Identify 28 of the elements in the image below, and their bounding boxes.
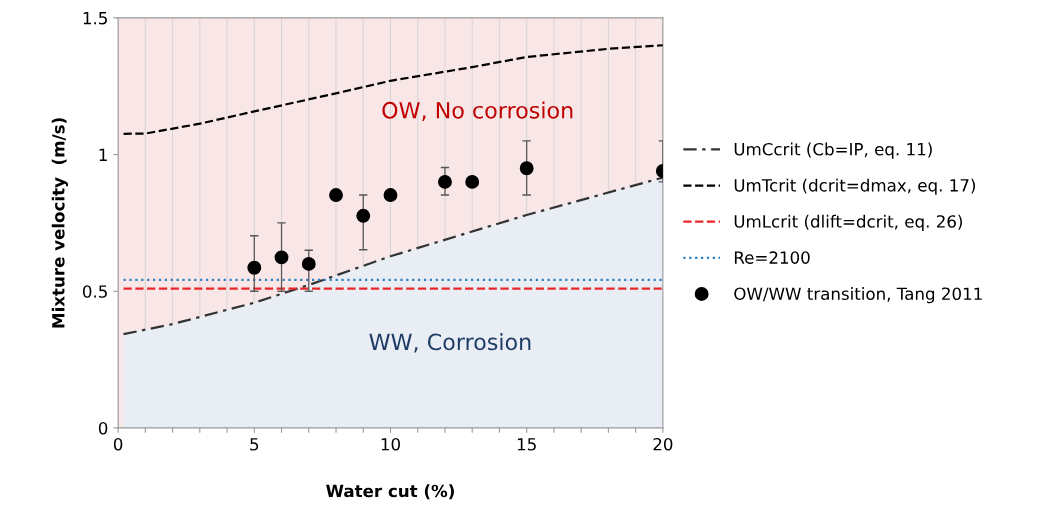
point bbox=[274, 250, 289, 265]
point bbox=[438, 174, 452, 189]
point bbox=[465, 174, 480, 189]
legend-label: Re=2100 bbox=[734, 251, 810, 264]
legend-label: OW/WW transition, Tang 2011 bbox=[734, 287, 982, 304]
x-axis-title: Water cut (%) bbox=[326, 484, 454, 500]
y-tick-label: 1 bbox=[99, 148, 107, 161]
x-tick-label: 10 bbox=[381, 437, 400, 451]
x-tick-label: 15 bbox=[517, 438, 536, 451]
y-axis-title: Mixture velocity (m/s) bbox=[51, 118, 68, 328]
x-tick-label: 0 bbox=[113, 437, 123, 451]
legend-label: UmCcrit (Cb=IP, eq. 11) bbox=[734, 142, 932, 159]
point bbox=[383, 188, 398, 202]
x-tick-label: 5 bbox=[250, 438, 259, 451]
y-tick-label: 0.5 bbox=[82, 285, 107, 298]
y-tick-label: 1.5 bbox=[83, 12, 107, 25]
point bbox=[247, 260, 262, 275]
point bbox=[519, 161, 534, 176]
point bbox=[329, 188, 343, 202]
line-series bbox=[122, 44, 663, 135]
legend-label: UmTcrit (dcrit=dmax, eq. 17) bbox=[734, 178, 975, 195]
annotation: OW, No corrosion bbox=[382, 101, 573, 121]
annotation: WW, Corrosion bbox=[369, 333, 531, 353]
legend-label: UmLcrit (dlift=dcrit, eq. 26) bbox=[734, 214, 962, 231]
y-tick-label: 0 bbox=[98, 421, 108, 435]
point bbox=[301, 256, 316, 271]
x-tick-label: 20 bbox=[653, 437, 673, 451]
point bbox=[356, 208, 371, 223]
